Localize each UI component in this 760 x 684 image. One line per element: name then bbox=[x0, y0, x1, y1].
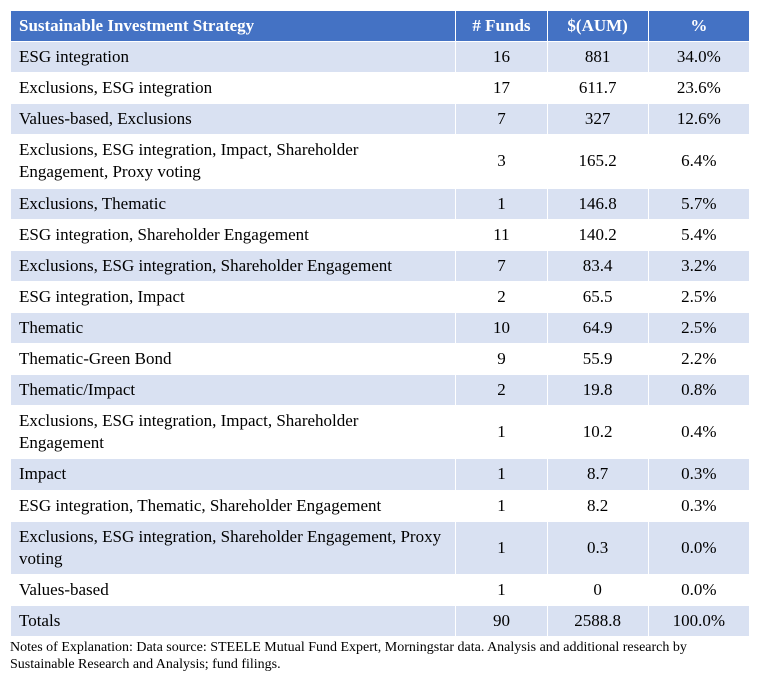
cell-pct: 34.0% bbox=[648, 42, 749, 73]
cell-strategy: Exclusions, ESG integration, Impact, Sha… bbox=[11, 135, 456, 188]
cell-aum: 146.8 bbox=[547, 188, 648, 219]
cell-strategy: Exclusions, Thematic bbox=[11, 188, 456, 219]
table-header-row: Sustainable Investment Strategy # Funds … bbox=[11, 11, 750, 42]
cell-pct: 0.8% bbox=[648, 375, 749, 406]
cell-strategy: Exclusions, ESG integration, Shareholder… bbox=[11, 250, 456, 281]
cell-pct: 12.6% bbox=[648, 104, 749, 135]
cell-pct: 2.5% bbox=[648, 312, 749, 343]
cell-aum: 881 bbox=[547, 42, 648, 73]
cell-funds: 1 bbox=[456, 188, 547, 219]
cell-pct: 0.3% bbox=[648, 490, 749, 521]
table-row: Exclusions, ESG integration, Shareholder… bbox=[11, 521, 750, 574]
table-row: ESG integration1688134.0% bbox=[11, 42, 750, 73]
cell-pct: 0.3% bbox=[648, 459, 749, 490]
table-row: Exclusions, ESG integration17611.723.6% bbox=[11, 73, 750, 104]
table-row: ESG integration, Impact265.52.5% bbox=[11, 281, 750, 312]
cell-funds: 2 bbox=[456, 281, 547, 312]
cell-strategy: Exclusions, ESG integration, Shareholder… bbox=[11, 521, 456, 574]
cell-strategy: Values-based bbox=[11, 574, 456, 605]
cell-aum: 10.2 bbox=[547, 406, 648, 459]
cell-strategy: Exclusions, ESG integration bbox=[11, 73, 456, 104]
cell-funds: 16 bbox=[456, 42, 547, 73]
table-row: Thematic1064.92.5% bbox=[11, 312, 750, 343]
cell-strategy: Thematic-Green Bond bbox=[11, 344, 456, 375]
cell-aum: 64.9 bbox=[547, 312, 648, 343]
cell-funds: 9 bbox=[456, 344, 547, 375]
cell-aum: 165.2 bbox=[547, 135, 648, 188]
cell-strategy: ESG integration bbox=[11, 42, 456, 73]
cell-pct: 0.4% bbox=[648, 406, 749, 459]
cell-pct: 5.4% bbox=[648, 219, 749, 250]
table-row: Values-based100.0% bbox=[11, 574, 750, 605]
cell-strategy: Values-based, Exclusions bbox=[11, 104, 456, 135]
cell-strategy: Thematic bbox=[11, 312, 456, 343]
cell-funds: 10 bbox=[456, 312, 547, 343]
table-row: Exclusions, Thematic1146.85.7% bbox=[11, 188, 750, 219]
cell-pct: 23.6% bbox=[648, 73, 749, 104]
cell-pct: 2.2% bbox=[648, 344, 749, 375]
col-header-pct: % bbox=[648, 11, 749, 42]
cell-strategy: ESG integration, Impact bbox=[11, 281, 456, 312]
cell-strategy: Impact bbox=[11, 459, 456, 490]
cell-funds: 7 bbox=[456, 104, 547, 135]
col-header-funds: # Funds bbox=[456, 11, 547, 42]
cell-pct: 100.0% bbox=[648, 605, 749, 636]
cell-aum: 8.2 bbox=[547, 490, 648, 521]
cell-funds: 7 bbox=[456, 250, 547, 281]
cell-aum: 2588.8 bbox=[547, 605, 648, 636]
table-row: Exclusions, ESG integration, Shareholder… bbox=[11, 250, 750, 281]
col-header-strategy: Sustainable Investment Strategy bbox=[11, 11, 456, 42]
cell-strategy: ESG integration, Thematic, Shareholder E… bbox=[11, 490, 456, 521]
cell-pct: 3.2% bbox=[648, 250, 749, 281]
cell-pct: 6.4% bbox=[648, 135, 749, 188]
cell-aum: 140.2 bbox=[547, 219, 648, 250]
cell-aum: 83.4 bbox=[547, 250, 648, 281]
table-body: ESG integration1688134.0%Exclusions, ESG… bbox=[11, 42, 750, 637]
cell-strategy: Thematic/Impact bbox=[11, 375, 456, 406]
table-row: Values-based, Exclusions732712.6% bbox=[11, 104, 750, 135]
cell-strategy: ESG integration, Shareholder Engagement bbox=[11, 219, 456, 250]
cell-funds: 11 bbox=[456, 219, 547, 250]
cell-funds: 2 bbox=[456, 375, 547, 406]
table-row: ESG integration, Thematic, Shareholder E… bbox=[11, 490, 750, 521]
cell-funds: 1 bbox=[456, 490, 547, 521]
footnote-text: Notes of Explanation: Data source: STEEL… bbox=[10, 639, 750, 674]
cell-funds: 1 bbox=[456, 406, 547, 459]
cell-aum: 611.7 bbox=[547, 73, 648, 104]
cell-aum: 55.9 bbox=[547, 344, 648, 375]
cell-aum: 65.5 bbox=[547, 281, 648, 312]
cell-funds: 1 bbox=[456, 574, 547, 605]
cell-funds: 1 bbox=[456, 459, 547, 490]
table-row: Totals902588.8100.0% bbox=[11, 605, 750, 636]
cell-funds: 3 bbox=[456, 135, 547, 188]
table-row: Thematic/Impact219.80.8% bbox=[11, 375, 750, 406]
cell-pct: 0.0% bbox=[648, 574, 749, 605]
cell-pct: 5.7% bbox=[648, 188, 749, 219]
strategy-table: Sustainable Investment Strategy # Funds … bbox=[10, 10, 750, 637]
table-row: Impact18.70.3% bbox=[11, 459, 750, 490]
cell-aum: 327 bbox=[547, 104, 648, 135]
cell-pct: 2.5% bbox=[648, 281, 749, 312]
table-row: Thematic-Green Bond955.92.2% bbox=[11, 344, 750, 375]
table-row: ESG integration, Shareholder Engagement1… bbox=[11, 219, 750, 250]
cell-aum: 8.7 bbox=[547, 459, 648, 490]
cell-funds: 17 bbox=[456, 73, 547, 104]
cell-aum: 0.3 bbox=[547, 521, 648, 574]
cell-strategy: Totals bbox=[11, 605, 456, 636]
cell-aum: 0 bbox=[547, 574, 648, 605]
cell-aum: 19.8 bbox=[547, 375, 648, 406]
col-header-aum: $(AUM) bbox=[547, 11, 648, 42]
cell-strategy: Exclusions, ESG integration, Impact, Sha… bbox=[11, 406, 456, 459]
cell-pct: 0.0% bbox=[648, 521, 749, 574]
cell-funds: 90 bbox=[456, 605, 547, 636]
cell-funds: 1 bbox=[456, 521, 547, 574]
table-row: Exclusions, ESG integration, Impact, Sha… bbox=[11, 406, 750, 459]
table-row: Exclusions, ESG integration, Impact, Sha… bbox=[11, 135, 750, 188]
